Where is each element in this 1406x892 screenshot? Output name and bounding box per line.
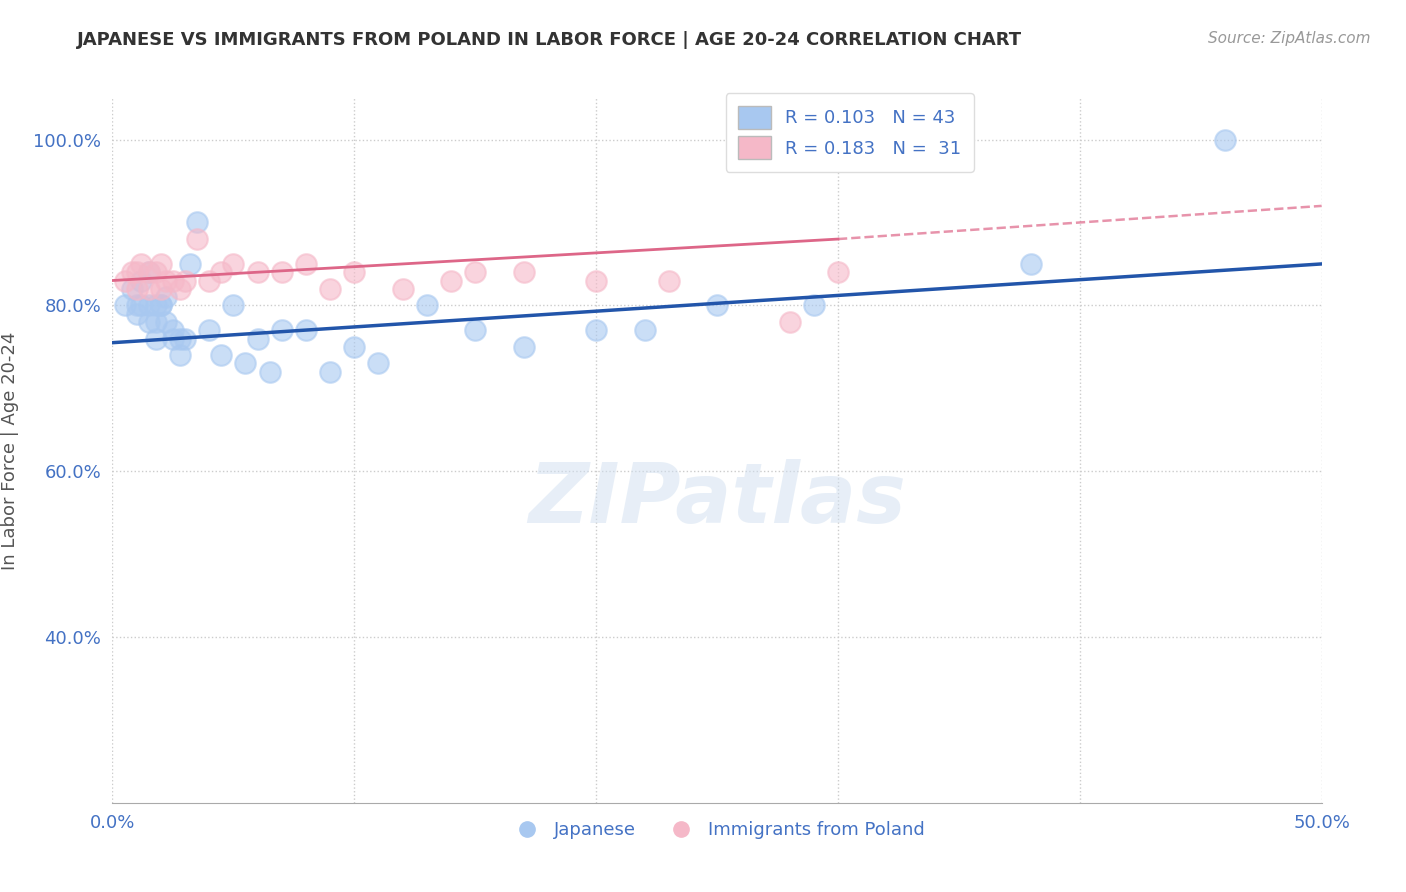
Point — [138, 282, 160, 296]
Point — [121, 265, 143, 279]
Point — [174, 273, 197, 287]
Y-axis label: In Labor Force | Age 20-24: In Labor Force | Age 20-24 — [1, 331, 20, 570]
Point — [416, 298, 439, 312]
Point — [145, 298, 167, 312]
Point — [512, 340, 534, 354]
Point — [162, 323, 184, 337]
Point — [259, 365, 281, 379]
Point — [169, 332, 191, 346]
Point — [179, 257, 201, 271]
Point — [295, 257, 318, 271]
Point — [512, 265, 534, 279]
Point — [114, 298, 136, 312]
Point — [121, 282, 143, 296]
Point — [149, 257, 172, 271]
Point — [633, 323, 655, 337]
Point — [131, 273, 153, 287]
Point — [235, 356, 257, 370]
Point — [658, 273, 681, 287]
Point — [114, 273, 136, 287]
Point — [270, 265, 292, 279]
Point — [162, 332, 184, 346]
Point — [186, 215, 208, 229]
Point — [270, 323, 292, 337]
Point — [585, 323, 607, 337]
Point — [149, 282, 172, 296]
Point — [169, 348, 191, 362]
Point — [222, 298, 245, 312]
Point — [125, 298, 148, 312]
Point — [391, 282, 413, 296]
Point — [779, 315, 801, 329]
Point — [138, 265, 160, 279]
Point — [440, 273, 463, 287]
Point — [174, 332, 197, 346]
Point — [246, 265, 269, 279]
Point — [125, 307, 148, 321]
Point — [198, 323, 221, 337]
Point — [149, 298, 172, 312]
Text: JAPANESE VS IMMIGRANTS FROM POLAND IN LABOR FORCE | AGE 20-24 CORRELATION CHART: JAPANESE VS IMMIGRANTS FROM POLAND IN LA… — [77, 31, 1022, 49]
Point — [149, 298, 172, 312]
Point — [343, 340, 366, 354]
Point — [138, 315, 160, 329]
Point — [464, 265, 486, 279]
Point — [125, 282, 148, 296]
Point — [131, 298, 153, 312]
Point — [319, 365, 342, 379]
Point — [145, 265, 167, 279]
Point — [169, 282, 191, 296]
Text: ZIPatlas: ZIPatlas — [529, 459, 905, 541]
Point — [706, 298, 728, 312]
Point — [145, 315, 167, 329]
Point — [155, 290, 177, 304]
Point — [209, 348, 232, 362]
Point — [585, 273, 607, 287]
Point — [198, 273, 221, 287]
Legend: Japanese, Immigrants from Poland: Japanese, Immigrants from Poland — [502, 814, 932, 847]
Point — [827, 265, 849, 279]
Point — [1021, 257, 1043, 271]
Point — [162, 273, 184, 287]
Point — [138, 298, 160, 312]
Point — [125, 265, 148, 279]
Point — [246, 332, 269, 346]
Text: Source: ZipAtlas.com: Source: ZipAtlas.com — [1208, 31, 1371, 46]
Point — [1213, 132, 1236, 146]
Point — [343, 265, 366, 279]
Point — [186, 232, 208, 246]
Point — [367, 356, 389, 370]
Point — [145, 332, 167, 346]
Point — [803, 298, 825, 312]
Point — [155, 273, 177, 287]
Point — [209, 265, 232, 279]
Point — [155, 315, 177, 329]
Point — [138, 265, 160, 279]
Point — [319, 282, 342, 296]
Point — [131, 257, 153, 271]
Point — [295, 323, 318, 337]
Point — [464, 323, 486, 337]
Point — [222, 257, 245, 271]
